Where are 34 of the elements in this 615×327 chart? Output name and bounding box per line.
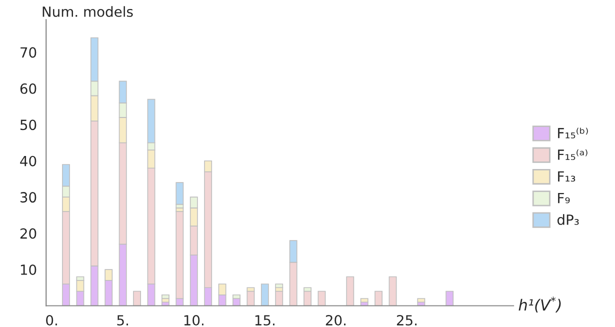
legend-label: F₁₅⁽ᵇ⁾ (558, 128, 588, 138)
bar (446, 290, 454, 306)
legend-label: dP₃ (557, 214, 579, 225)
y-tick-label: 70 (20, 47, 36, 58)
y-tick-label: 10 (20, 264, 36, 275)
bar (417, 298, 426, 303)
x-tick-label: 5. (117, 315, 128, 326)
bar (388, 276, 397, 306)
bar (161, 294, 170, 299)
y-axis-title: Num. models (42, 6, 133, 17)
bar (246, 290, 255, 306)
bar (374, 290, 383, 306)
y-tick-label: 40 (20, 156, 36, 166)
bar (275, 290, 284, 306)
bar (133, 290, 142, 306)
x-tick-label: 20. (326, 315, 346, 326)
x-tick-label: 15. (255, 315, 274, 326)
legend-label: F₁₃ (558, 171, 576, 182)
bar (176, 182, 184, 205)
x-tick-label: 25. (396, 315, 417, 326)
legend-label: F₉ (558, 192, 570, 204)
y-tick-label: 30 (20, 192, 36, 203)
bar (360, 298, 368, 303)
legend-label: F₁₅⁽ᵃ⁾ (558, 149, 588, 160)
y-tick-label: 50 (20, 120, 36, 130)
x-tick-label: 10. (184, 315, 204, 326)
y-tick-label: 60 (20, 83, 36, 94)
bar (346, 276, 354, 306)
x-tick-label: 0. (46, 315, 57, 326)
x-axis-title: h¹(V$^{*}$) (518, 296, 561, 312)
bar (304, 290, 312, 306)
bar (260, 284, 269, 306)
y-tick-label: 20 (20, 228, 36, 239)
bar (275, 284, 284, 288)
